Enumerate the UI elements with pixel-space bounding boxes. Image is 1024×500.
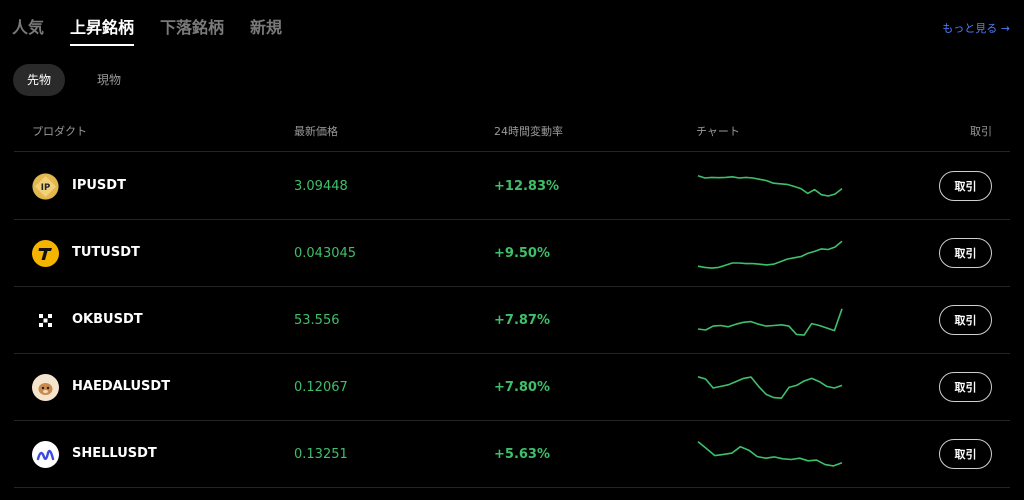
- last-price: 0.043045: [294, 246, 357, 261]
- market-category-tabs: 人気 上昇銘柄 下落銘柄 新規: [12, 14, 308, 46]
- okb-token-icon: [32, 307, 59, 334]
- see-more-link[interactable]: もっと見る →: [942, 22, 1010, 35]
- sparkline-chart: [697, 376, 843, 400]
- table-header: プロダクト 最新価格 24時間変動率 チャート 取引: [14, 112, 1010, 152]
- sparkline-chart: [697, 308, 843, 336]
- change-24h: +7.87%: [494, 313, 550, 328]
- table-row[interactable]: OKBUSDT 53.556 +7.87% 取引: [14, 287, 1010, 354]
- market-type-tabs: 先物 現物: [13, 64, 153, 96]
- tab-top-gainers[interactable]: 上昇銘柄: [70, 14, 135, 46]
- shell-token-icon: [32, 441, 59, 468]
- last-price: 0.12067: [294, 380, 348, 395]
- trade-button[interactable]: 取引: [939, 305, 992, 335]
- symbol-label: OKBUSDT: [72, 312, 143, 327]
- trade-button[interactable]: 取引: [939, 439, 992, 469]
- column-header-trade: 取引: [970, 125, 992, 138]
- trade-button[interactable]: 取引: [939, 372, 992, 402]
- table-row[interactable]: SHELLUSDT 0.13251 +5.63% 取引: [14, 421, 1010, 488]
- last-price: 53.556: [294, 313, 340, 328]
- trade-button[interactable]: 取引: [939, 171, 992, 201]
- last-price: 3.09448: [294, 179, 348, 194]
- table-row[interactable]: IP IPUSDT 3.09448 +12.83% 取引: [14, 153, 1010, 220]
- sparkline-chart: [697, 440, 843, 467]
- tab-futures[interactable]: 先物: [13, 64, 66, 96]
- tab-popular[interactable]: 人気: [12, 18, 45, 37]
- symbol-label: TUTUSDT: [72, 245, 140, 260]
- table-row[interactable]: HAEDALUSDT 0.12067 +7.80% 取引: [14, 354, 1010, 421]
- change-24h: +9.50%: [494, 246, 550, 261]
- sparkline-chart: [697, 175, 843, 197]
- haedal-token-icon: [32, 374, 59, 401]
- column-header-product: プロダクト: [32, 125, 87, 138]
- change-24h: +5.63%: [494, 447, 550, 462]
- sparkline-chart: [697, 240, 843, 269]
- column-header-change: 24時間変動率: [494, 125, 563, 138]
- tut-token-icon: [32, 240, 59, 267]
- trade-button[interactable]: 取引: [939, 238, 992, 268]
- tab-spot[interactable]: 現物: [97, 73, 122, 87]
- symbol-label: SHELLUSDT: [72, 446, 157, 461]
- symbol-label: IPUSDT: [72, 178, 126, 193]
- column-header-chart: チャート: [696, 125, 740, 138]
- change-24h: +7.80%: [494, 380, 550, 395]
- column-header-price: 最新価格: [294, 125, 338, 138]
- svg-text:IP: IP: [41, 183, 50, 193]
- tab-new-listings[interactable]: 新規: [250, 18, 283, 37]
- ip-token-icon: IP: [32, 173, 59, 200]
- last-price: 0.13251: [294, 447, 348, 462]
- symbol-label: HAEDALUSDT: [72, 379, 171, 394]
- change-24h: +12.83%: [494, 179, 560, 194]
- table-row[interactable]: TUTUSDT 0.043045 +9.50% 取引: [14, 220, 1010, 287]
- tab-top-losers[interactable]: 下落銘柄: [160, 18, 225, 37]
